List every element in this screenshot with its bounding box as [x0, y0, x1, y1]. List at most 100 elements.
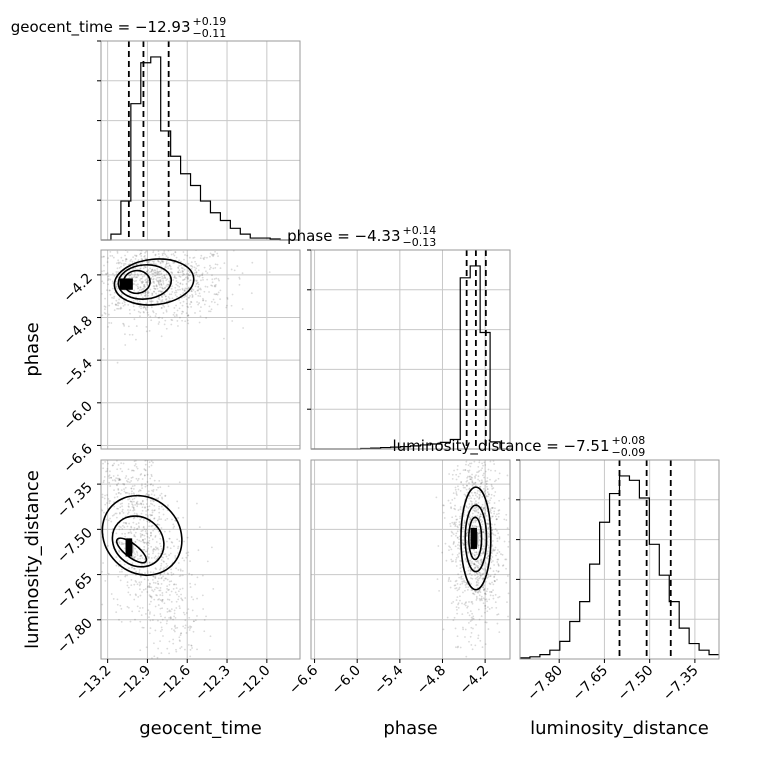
- sample-point: [463, 603, 466, 606]
- sample-point: [99, 295, 101, 297]
- sample-point: [160, 550, 163, 553]
- sample-point: [491, 532, 494, 535]
- sample-point: [139, 252, 142, 255]
- sample-point: [496, 513, 498, 516]
- sample-point: [169, 594, 171, 596]
- sample-point: [481, 552, 484, 555]
- sample-point: [170, 580, 173, 583]
- sample-point: [168, 652, 170, 655]
- sample-point: [122, 420, 124, 422]
- sample-point: [99, 457, 101, 459]
- sample-point: [193, 266, 196, 269]
- sample-point: [151, 292, 153, 295]
- sample-point: [464, 584, 467, 586]
- sample-point: [162, 261, 164, 264]
- sample-point: [462, 524, 464, 527]
- sample-point: [488, 582, 491, 585]
- sample-point: [496, 552, 499, 555]
- sample-point: [190, 306, 193, 308]
- sample-point: [71, 275, 73, 277]
- sample-point: [167, 589, 170, 592]
- sample-point: [161, 277, 164, 280]
- sample-point: [107, 544, 109, 547]
- sample-point: [186, 305, 189, 308]
- sample-point: [506, 575, 509, 577]
- sample-point: [101, 509, 104, 512]
- sample-point: [194, 290, 197, 293]
- sample-point: [468, 488, 471, 490]
- sample-point: [458, 576, 461, 579]
- sample-point: [167, 283, 170, 286]
- sample-point: [151, 514, 153, 517]
- sample-point: [77, 517, 79, 519]
- sample-point: [173, 630, 176, 633]
- sample-point: [196, 615, 198, 617]
- sample-point: [150, 473, 153, 476]
- sample-point: [116, 250, 119, 253]
- sample-point: [497, 509, 500, 512]
- sample-point: [474, 481, 477, 484]
- sample-point: [155, 568, 158, 571]
- sample-point: [490, 507, 493, 510]
- sample-point: [470, 416, 472, 418]
- sample-point: [167, 573, 170, 576]
- sample-point: [170, 293, 173, 296]
- sample-point: [489, 460, 492, 463]
- sample-point: [151, 260, 154, 263]
- sample-point: [155, 541, 158, 543]
- sample-point: [213, 278, 216, 280]
- sample-point: [106, 272, 109, 275]
- sample-point: [193, 256, 196, 259]
- sample-point: [163, 252, 165, 254]
- sample-point: [476, 583, 478, 586]
- sample-point: [201, 276, 204, 279]
- sample-point: [163, 293, 166, 296]
- sample-point: [141, 261, 144, 264]
- sample-point: [482, 597, 485, 600]
- sample-point: [162, 270, 165, 272]
- sample-point: [164, 553, 167, 555]
- sample-point: [474, 502, 476, 505]
- sample-point: [158, 296, 161, 299]
- sample-point: [133, 243, 135, 245]
- sample-point: [143, 558, 146, 561]
- sample-point: [148, 594, 151, 597]
- sample-point: [140, 503, 143, 506]
- sample-point: [120, 415, 122, 417]
- sample-point: [178, 575, 181, 578]
- sample-point: [214, 263, 217, 266]
- sample-point: [231, 293, 234, 296]
- sample-point: [141, 509, 144, 512]
- sample-point: [93, 298, 95, 300]
- sample-point: [134, 451, 136, 453]
- sample-point: [472, 494, 474, 497]
- sample-point: [478, 525, 480, 528]
- sample-point: [487, 628, 490, 630]
- sample-point: [131, 260, 134, 263]
- sample-point: [115, 248, 117, 250]
- sample-point: [469, 424, 471, 426]
- sample-point: [168, 293, 171, 296]
- sample-point: [118, 302, 121, 305]
- sample-point: [445, 559, 448, 562]
- sample-point: [141, 282, 143, 285]
- sample-point: [121, 302, 124, 305]
- sample-point: [150, 531, 152, 534]
- sample-point: [183, 745, 185, 747]
- sample-point: [238, 276, 241, 279]
- sample-point: [91, 400, 93, 402]
- samples: [71, 243, 271, 364]
- sample-point: [153, 504, 156, 507]
- sample-point: [160, 291, 163, 293]
- sample-point: [457, 509, 460, 512]
- sample-point: [142, 539, 144, 541]
- sample-point: [169, 552, 172, 555]
- sample-point: [137, 596, 140, 598]
- sample-point: [175, 583, 177, 586]
- sample-point: [86, 380, 88, 382]
- sample-point: [181, 598, 183, 601]
- sample-point: [474, 481, 477, 484]
- sample-point: [103, 255, 105, 258]
- sample-point: [486, 555, 489, 558]
- sample-point: [148, 461, 151, 464]
